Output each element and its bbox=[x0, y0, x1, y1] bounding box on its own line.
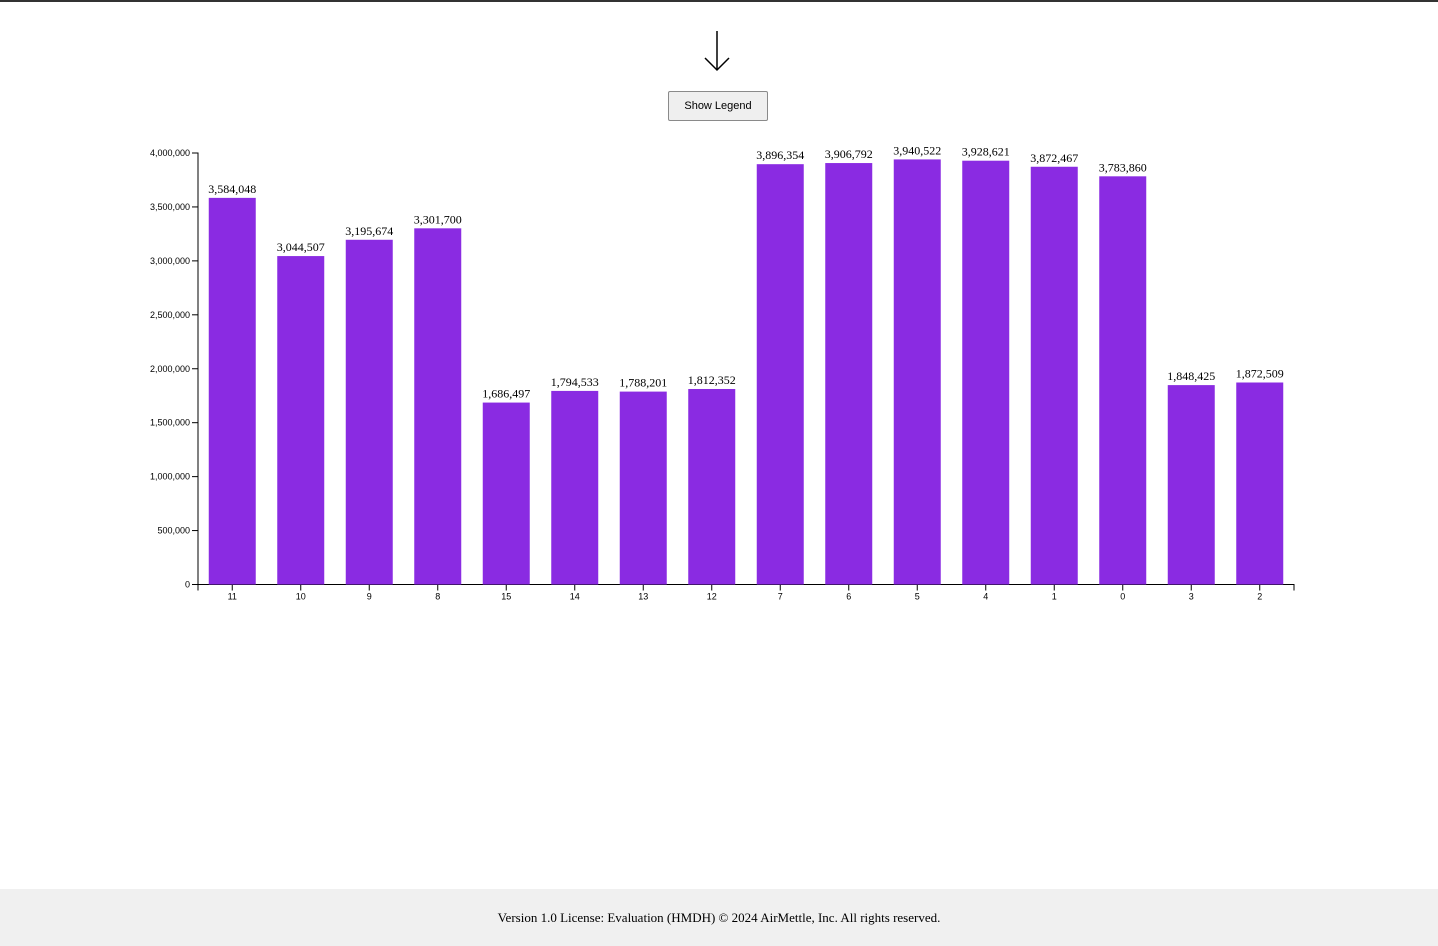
x-tick-label: 14 bbox=[570, 592, 580, 602]
x-tick-label: 4 bbox=[983, 592, 988, 602]
data-label: 1,686,497 bbox=[482, 387, 530, 401]
y-tick-label: 0 bbox=[185, 580, 190, 590]
bar-6 bbox=[825, 163, 873, 585]
y-tick-label: 2,000,000 bbox=[150, 364, 190, 374]
data-label: 1,794,533 bbox=[551, 375, 599, 389]
bar-5 bbox=[893, 159, 941, 585]
x-tick-label: 12 bbox=[707, 592, 717, 602]
x-tick-label: 6 bbox=[846, 592, 851, 602]
bar-7 bbox=[756, 164, 804, 585]
data-label: 1,788,201 bbox=[619, 376, 667, 390]
x-tick-label: 13 bbox=[638, 592, 648, 602]
show-legend-button[interactable]: Show Legend bbox=[668, 91, 768, 121]
top-border bbox=[0, 0, 1438, 2]
data-label: 3,584,048 bbox=[208, 182, 256, 196]
bar-0 bbox=[1099, 176, 1147, 585]
x-tick-label: 3 bbox=[1189, 592, 1194, 602]
y-tick-label: 2,500,000 bbox=[150, 310, 190, 320]
x-tick-label: 15 bbox=[501, 592, 511, 602]
bar-15 bbox=[482, 402, 530, 585]
bar-1 bbox=[1030, 166, 1078, 585]
x-tick-label: 2 bbox=[1257, 592, 1262, 602]
x-tick-label: 7 bbox=[778, 592, 783, 602]
y-tick-label: 1,000,000 bbox=[150, 472, 190, 482]
y-tick-label: 500,000 bbox=[157, 526, 190, 536]
data-label: 1,848,425 bbox=[1167, 369, 1215, 383]
data-label: 3,928,621 bbox=[962, 145, 1010, 159]
x-tick-label: 10 bbox=[296, 592, 306, 602]
bar-10 bbox=[277, 256, 325, 585]
data-label: 3,940,522 bbox=[893, 143, 941, 157]
x-tick-label: 9 bbox=[367, 592, 372, 602]
data-label: 3,896,354 bbox=[756, 148, 804, 162]
x-tick-label: 8 bbox=[435, 592, 440, 602]
bar-8 bbox=[414, 228, 462, 585]
bar-12 bbox=[688, 388, 736, 585]
y-tick-label: 3,000,000 bbox=[150, 256, 190, 266]
y-tick-label: 4,000,000 bbox=[150, 148, 190, 158]
data-label: 3,783,860 bbox=[1099, 160, 1147, 174]
data-label: 3,872,467 bbox=[1030, 151, 1078, 165]
y-tick-label: 3,500,000 bbox=[150, 202, 190, 212]
x-tick-label: 11 bbox=[228, 592, 237, 602]
data-label: 1,812,352 bbox=[688, 373, 736, 387]
data-label: 3,301,700 bbox=[414, 212, 462, 226]
x-tick-label: 5 bbox=[915, 592, 920, 602]
down-arrow-icon[interactable] bbox=[701, 28, 733, 74]
bar-9 bbox=[345, 239, 393, 585]
bar-3 bbox=[1167, 385, 1215, 585]
bar-11 bbox=[208, 197, 256, 585]
data-label: 3,044,507 bbox=[277, 240, 325, 254]
footer: Version 1.0 License: Evaluation (HMDH) ©… bbox=[0, 889, 1438, 946]
bar-14 bbox=[551, 390, 599, 585]
bar-2 bbox=[1236, 382, 1284, 585]
x-axis-line bbox=[197, 584, 1295, 591]
data-label: 1,872,509 bbox=[1236, 367, 1284, 381]
footer-copyright: Version 1.0 License: Evaluation (HMDH) ©… bbox=[497, 909, 941, 925]
data-label: 3,906,792 bbox=[825, 147, 873, 161]
bar-chart: 0 500,000 1,000,000 1,500,000 2,000,000 2,500… bbox=[150, 143, 1295, 602]
data-label: 3,195,674 bbox=[345, 224, 393, 238]
x-tick-label: 1 bbox=[1052, 592, 1057, 602]
x-tick-label: 0 bbox=[1120, 592, 1125, 602]
y-tick-label: 1,500,000 bbox=[150, 418, 190, 428]
bar-4 bbox=[962, 160, 1010, 585]
bar-13 bbox=[619, 391, 667, 585]
